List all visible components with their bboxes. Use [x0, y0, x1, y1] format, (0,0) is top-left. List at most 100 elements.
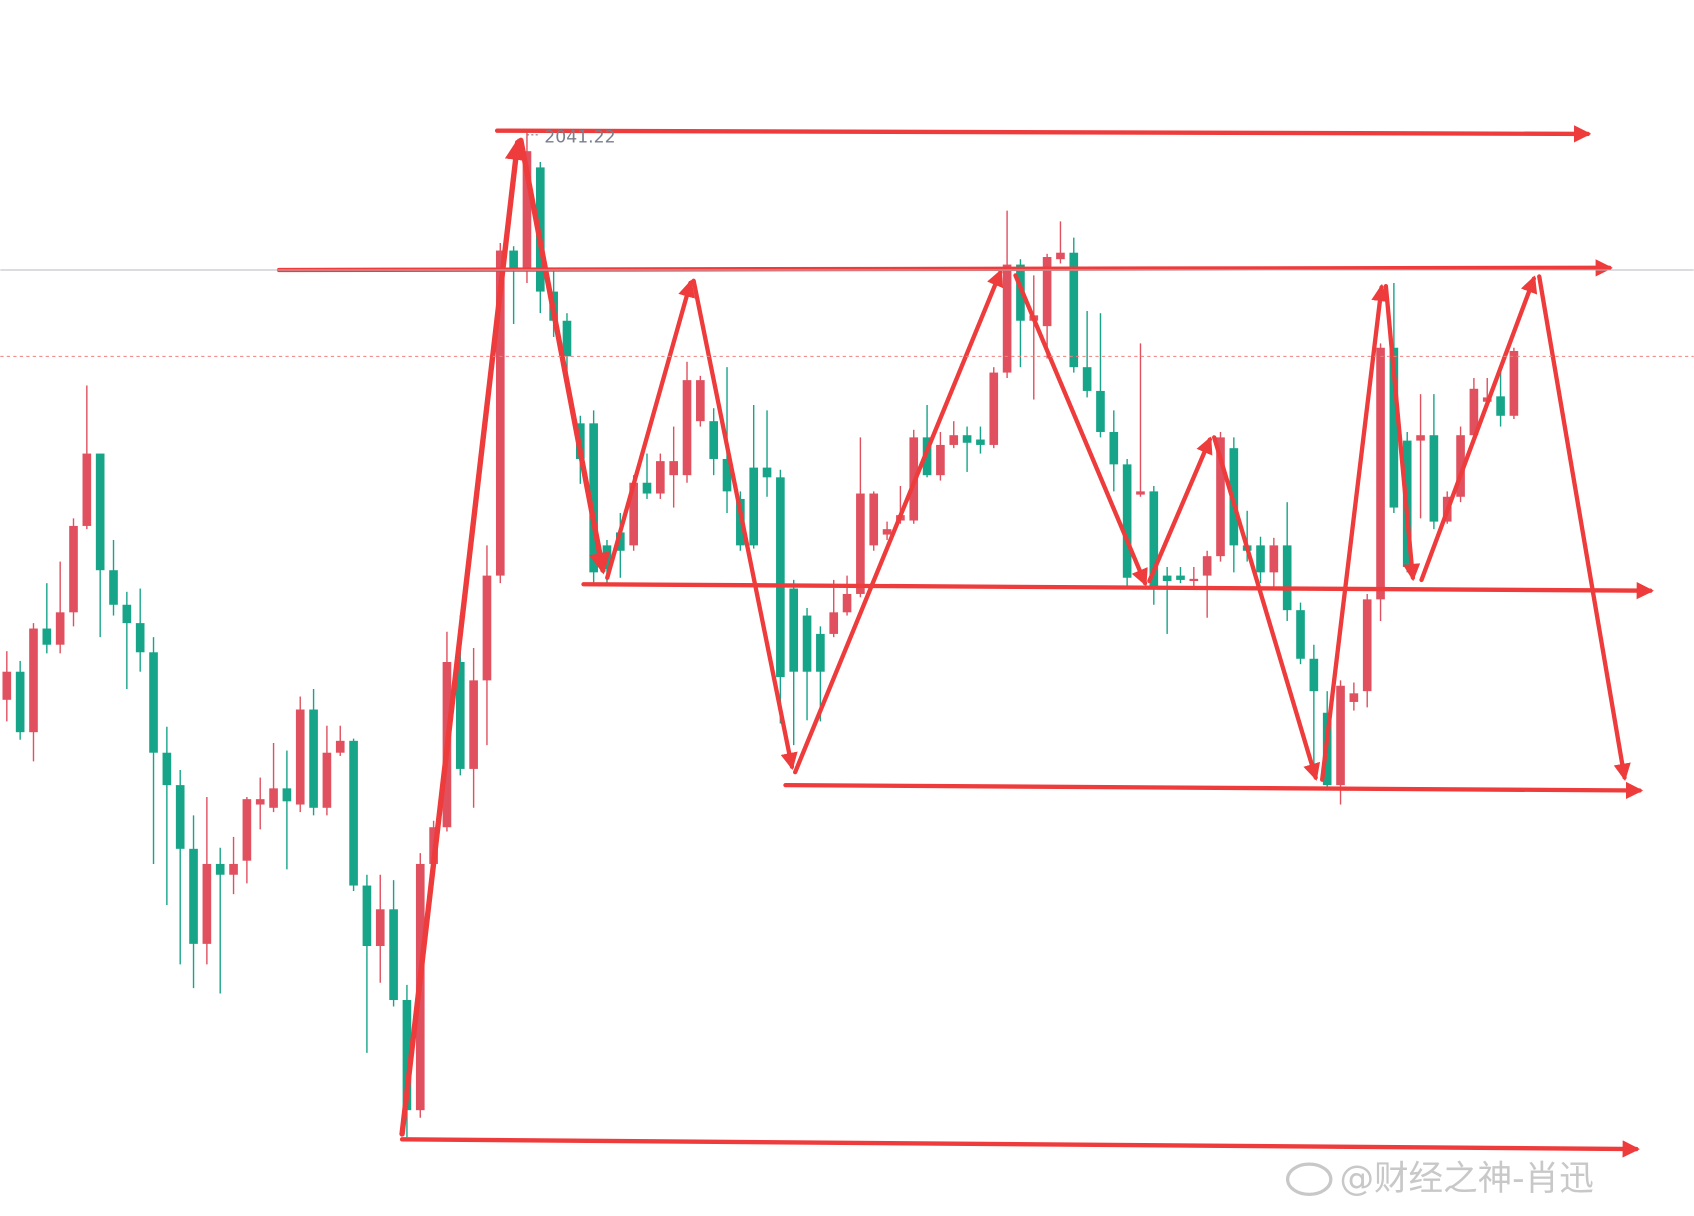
candle-body — [522, 151, 532, 268]
candle-body — [789, 588, 799, 672]
candle-body — [1216, 437, 1225, 557]
candle-body — [1082, 367, 1092, 391]
candle-body — [402, 1000, 412, 1111]
candle-body — [1296, 610, 1305, 659]
candle-body — [15, 671, 25, 733]
trend-arrow — [399, 138, 527, 1137]
candle-body — [562, 320, 572, 357]
candle-body — [669, 461, 678, 476]
candle-body — [1469, 388, 1479, 436]
candle-body — [949, 435, 959, 445]
candle-body — [722, 458, 732, 492]
candle-body — [962, 435, 972, 443]
candle-body — [55, 612, 65, 645]
candle-body — [229, 863, 238, 875]
candle-body — [189, 848, 198, 944]
candle-body — [375, 909, 385, 947]
candle-body — [162, 752, 172, 786]
trend-arrow — [605, 279, 695, 580]
candle-body — [135, 623, 145, 653]
candle-body — [469, 680, 478, 769]
candle-body — [989, 372, 999, 445]
candle-body — [482, 575, 492, 681]
candle-body — [709, 421, 719, 459]
candle-body — [149, 652, 158, 753]
candle-body — [1456, 435, 1465, 497]
candle-body — [656, 461, 665, 494]
candle-body — [1189, 578, 1199, 582]
candle-body — [269, 788, 278, 808]
candle-body — [255, 799, 265, 805]
candle-body — [1416, 435, 1425, 441]
candle-body — [696, 380, 705, 422]
candle-body — [1056, 252, 1065, 260]
candle-body — [1109, 431, 1119, 465]
trend-arrow — [1383, 284, 1421, 582]
candle-body — [976, 439, 985, 445]
candle-body — [1282, 545, 1292, 611]
candle-body — [322, 752, 332, 808]
level-arrow — [581, 581, 1654, 600]
candle-body — [1269, 545, 1279, 573]
candle-body — [69, 525, 78, 613]
watermark-text: @财经之神-肖迅 — [1339, 1159, 1593, 1199]
level-arrow — [494, 125, 1592, 143]
trend-arrow — [1147, 436, 1213, 584]
candle-body — [175, 785, 185, 849]
peak-label: 2041.22 — [544, 127, 615, 147]
candle-body — [1496, 396, 1505, 416]
candle-body — [882, 529, 892, 535]
candle-body — [1162, 575, 1172, 582]
candle-body — [682, 380, 692, 476]
candle-body — [42, 628, 52, 645]
candle-body — [1336, 685, 1345, 786]
candle-body — [1002, 264, 1012, 373]
candle-body — [1376, 347, 1385, 600]
candle-body — [509, 250, 518, 268]
candle-body — [349, 740, 358, 886]
candle-body — [295, 709, 305, 805]
candle-body — [82, 453, 92, 526]
candle-body — [215, 863, 225, 875]
candle-body — [455, 661, 465, 769]
candle-body — [1042, 257, 1052, 327]
trend-arrow — [1419, 275, 1538, 583]
candle-body — [762, 467, 772, 478]
candle-body — [1122, 464, 1132, 578]
candle-body — [749, 467, 759, 546]
candle-body — [1389, 347, 1399, 508]
candle-body — [936, 444, 945, 476]
candle-body — [1096, 390, 1105, 432]
candle-body — [589, 423, 598, 573]
candle-body — [1349, 693, 1359, 702]
candles — [2, 131, 1519, 1138]
level-arrow — [399, 1137, 1640, 1158]
level-arrow — [783, 781, 1644, 800]
candle-body — [1202, 556, 1212, 576]
watermark-logo — [1285, 1162, 1333, 1197]
candle-body — [1309, 658, 1319, 692]
trend-arrow — [1013, 273, 1148, 587]
candle-body — [816, 633, 825, 672]
candle-body — [1256, 545, 1265, 573]
candle-body — [802, 615, 812, 672]
candle-body — [616, 532, 625, 551]
candle-body — [2, 671, 12, 700]
candle-body — [1069, 252, 1079, 368]
candle-body — [1362, 599, 1372, 692]
candle-body — [842, 593, 852, 613]
candle-body — [869, 493, 879, 546]
candle-body — [829, 612, 839, 634]
candle-body — [282, 788, 292, 802]
candle-body — [242, 799, 252, 861]
candle-body — [1429, 435, 1439, 522]
candle-body — [202, 863, 212, 944]
watermark: @财经之神-肖迅 — [1285, 1159, 1594, 1199]
candle-body — [1176, 575, 1185, 580]
trend-arrow — [1212, 435, 1321, 781]
trend-arrow — [518, 137, 611, 575]
candle-body — [335, 740, 345, 753]
candle-body — [1509, 350, 1519, 416]
